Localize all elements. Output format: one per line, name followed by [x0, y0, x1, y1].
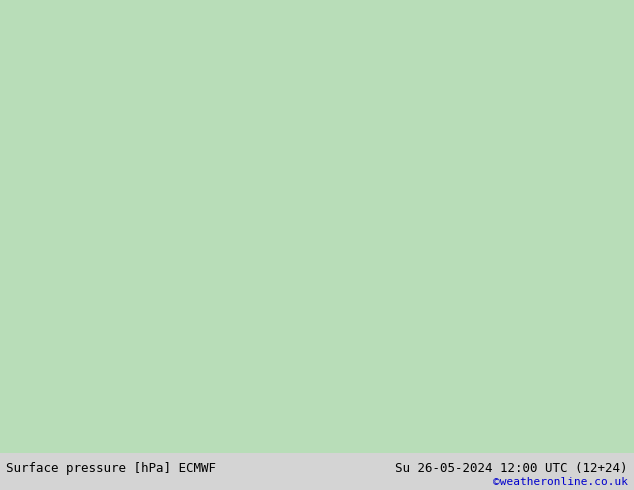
Text: ©weatheronline.co.uk: ©weatheronline.co.uk — [493, 477, 628, 487]
FancyBboxPatch shape — [0, 0, 634, 455]
Text: Surface pressure [hPa] ECMWF: Surface pressure [hPa] ECMWF — [6, 463, 216, 475]
Text: Su 26-05-2024 12:00 UTC (12+24): Su 26-05-2024 12:00 UTC (12+24) — [395, 463, 628, 475]
